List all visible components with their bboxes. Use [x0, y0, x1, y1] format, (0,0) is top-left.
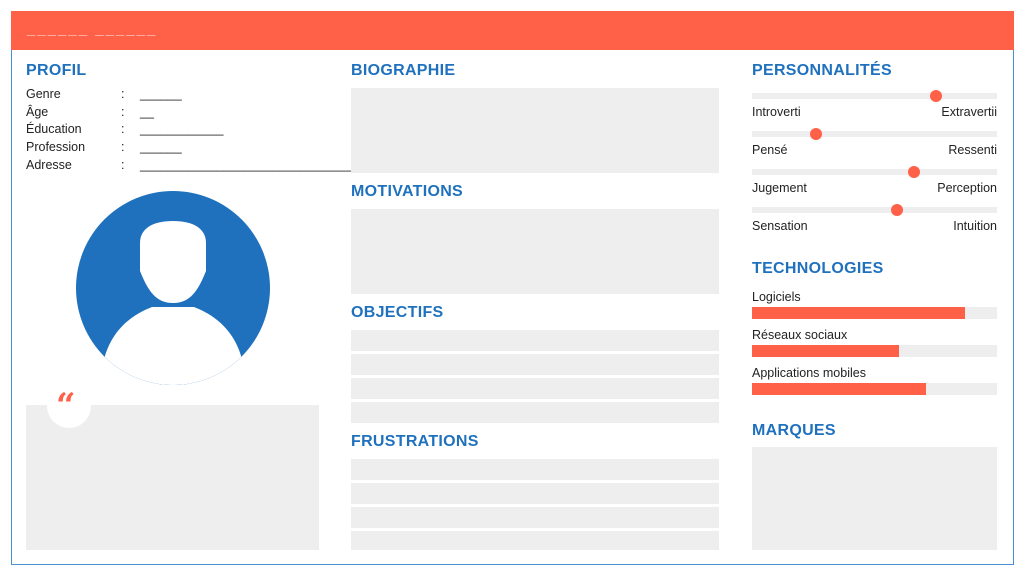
trait-right-label: Ressenti [948, 143, 997, 157]
slider-handle[interactable] [809, 128, 822, 140]
profile-colon: : [121, 105, 125, 119]
personality-slider[interactable] [752, 128, 997, 140]
tech-label: Réseaux sociaux [752, 328, 848, 342]
trait-left-label: Introverti [752, 105, 801, 119]
trait-right-label: Perception [937, 181, 997, 195]
trait-left-label: Jugement [752, 181, 807, 195]
frustration-line[interactable] [351, 507, 719, 528]
frustration-line[interactable] [351, 459, 719, 480]
tech-label: Logiciels [752, 290, 801, 304]
profile-value[interactable]: ____________ [140, 122, 224, 136]
tech-bar-fill [752, 345, 899, 357]
objectives-heading: OBJECTIFS [351, 304, 444, 321]
technologies-heading: TECHNOLOGIES [752, 260, 884, 277]
slider-handle[interactable] [890, 204, 903, 216]
slider-handle[interactable] [907, 166, 920, 178]
profile-label: Âge [26, 105, 49, 119]
tech-label: Applications mobiles [752, 366, 866, 380]
frustration-line[interactable] [351, 531, 719, 550]
trait-right-label: Extravertii [941, 105, 997, 119]
profile-value[interactable]: ______ [140, 140, 182, 154]
personality-slider[interactable] [752, 90, 997, 102]
personality-slider[interactable] [752, 166, 997, 178]
quote-bubble: “ [47, 384, 91, 428]
profile-heading: PROFIL [26, 62, 87, 79]
objective-line[interactable] [351, 354, 719, 375]
slider-handle[interactable] [929, 90, 942, 102]
profile-colon: : [121, 140, 125, 154]
brands-box[interactable] [752, 447, 997, 550]
motivations-heading: MOTIVATIONS [351, 183, 464, 200]
quote-box[interactable] [26, 405, 319, 550]
persona-name[interactable]: ______ ______ [27, 21, 158, 38]
profile-label: Profession [26, 140, 86, 154]
profile-colon: : [121, 122, 125, 136]
profile-colon: : [121, 87, 125, 101]
trait-left-label: Sensation [752, 219, 808, 233]
personality-slider[interactable] [752, 204, 997, 216]
profile-value[interactable]: _________________________________ [140, 158, 370, 172]
tech-bar [752, 383, 997, 395]
trait-left-label: Pensé [752, 143, 788, 157]
header-bar: ______ ______ [11, 11, 1014, 50]
profile-label: Adresse [26, 158, 72, 172]
frustration-line[interactable] [351, 483, 719, 504]
objective-line[interactable] [351, 378, 719, 399]
frustrations-heading: FRUSTRATIONS [351, 433, 479, 450]
profile-value[interactable]: ______ [140, 87, 182, 101]
motivations-box[interactable] [351, 209, 719, 294]
avatar[interactable] [76, 191, 270, 385]
profile-value[interactable]: __ [140, 105, 154, 119]
tech-bar [752, 307, 997, 319]
biography-box[interactable] [351, 88, 719, 173]
user-silhouette-icon [101, 221, 245, 385]
profile-label: Éducation [26, 122, 82, 136]
tech-bar-fill [752, 383, 926, 395]
objective-line[interactable] [351, 330, 719, 351]
profile-colon: : [121, 158, 125, 172]
tech-bar [752, 345, 997, 357]
brands-heading: MARQUES [752, 422, 836, 439]
tech-bar-fill [752, 307, 966, 319]
quote-icon: “ [56, 386, 76, 426]
objective-line[interactable] [351, 402, 719, 423]
personalities-heading: PERSONNALITÉS [752, 62, 892, 79]
biography-heading: BIOGRAPHIE [351, 62, 456, 79]
trait-right-label: Intuition [953, 219, 997, 233]
profile-label: Genre [26, 87, 61, 101]
